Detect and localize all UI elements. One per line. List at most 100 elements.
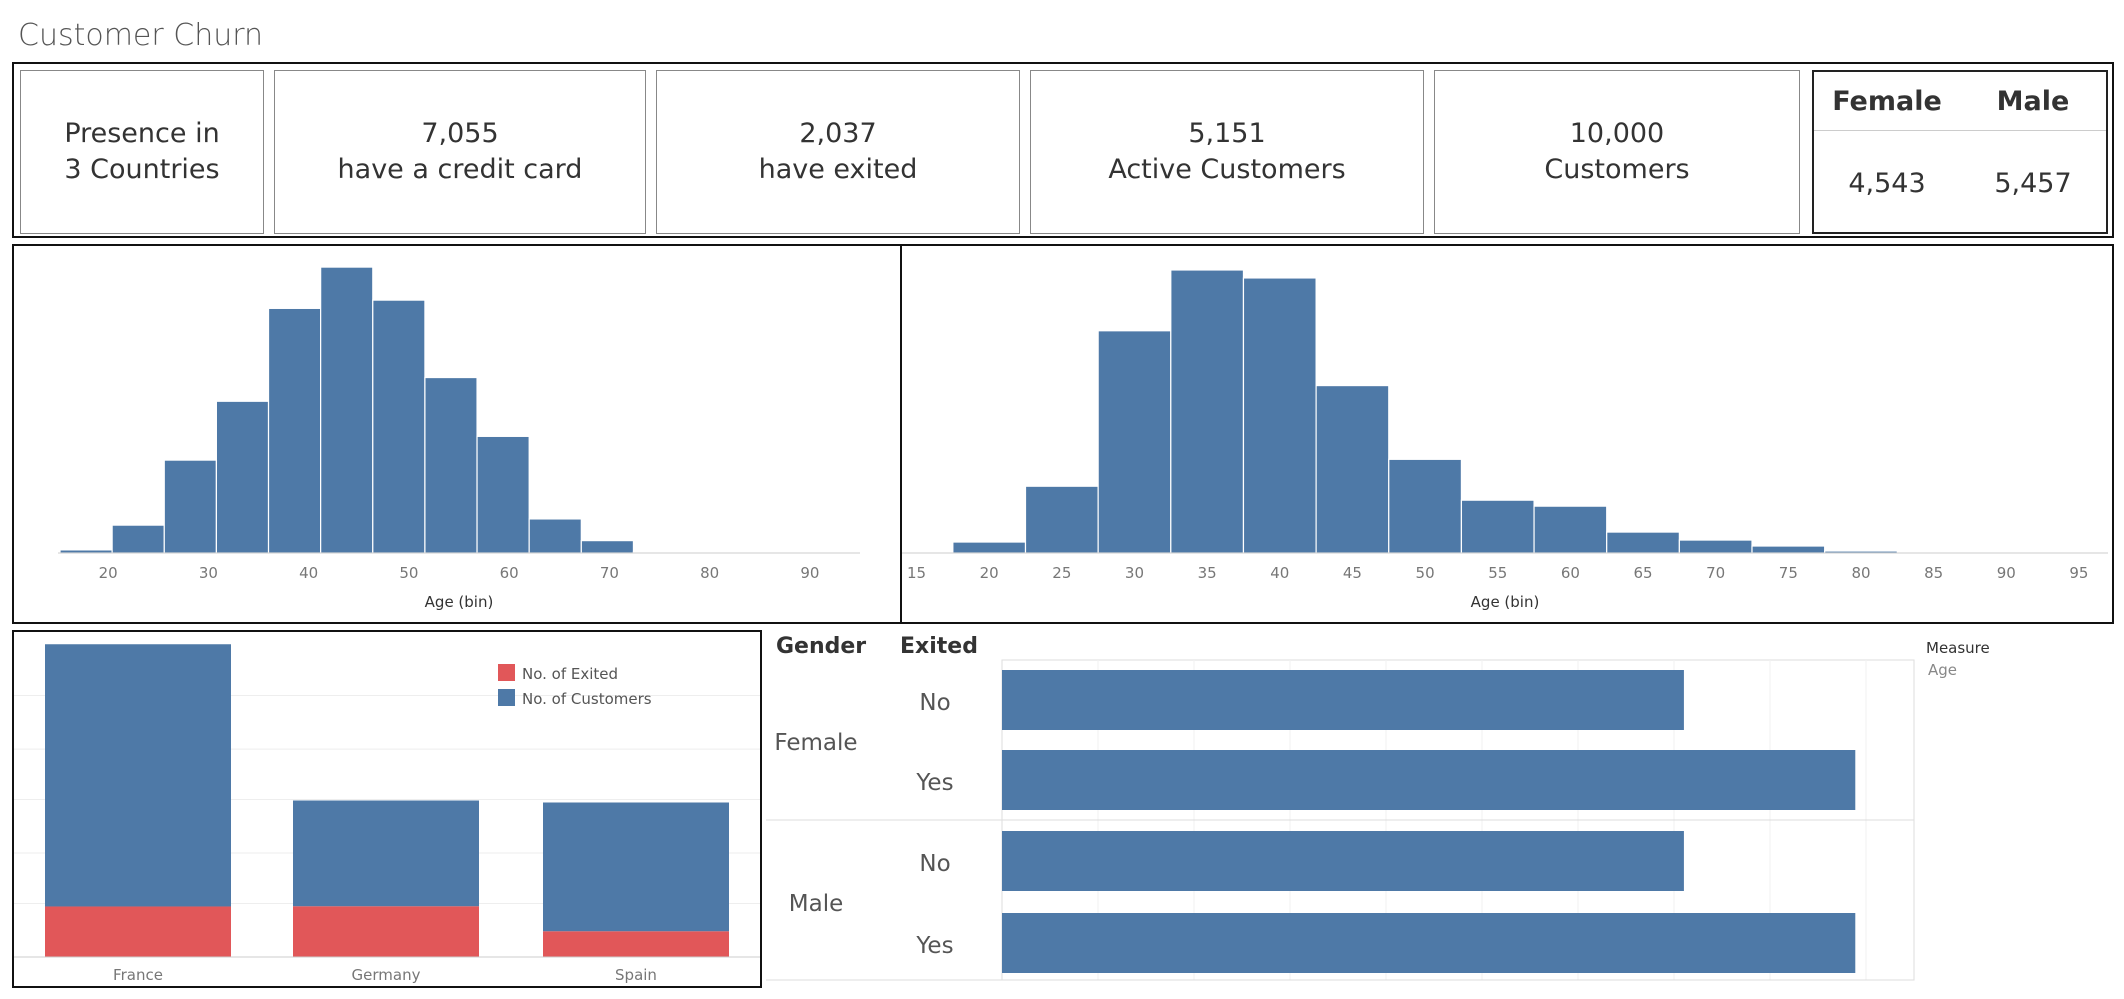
left-histogram-tick-label: 60 [500, 564, 519, 582]
right-histogram-tick-label: 30 [1125, 564, 1144, 582]
left-histogram-bar [215, 400, 270, 554]
right-histogram-tick-label: 85 [1924, 564, 1943, 582]
gender-value-male: 5,457 [1994, 168, 2072, 199]
exited-bar [293, 906, 479, 957]
gender-label-female: Female [774, 730, 857, 756]
legend-exited-swatch [498, 664, 515, 681]
country-label: France [113, 966, 163, 984]
kpi-active-value: 5,151 [1188, 118, 1266, 149]
legend-title: Measure [1926, 639, 1990, 657]
left-histogram-tick-label: 30 [199, 564, 218, 582]
age-histogram-right: 15 20 25 30 35 40 45 50 55 60 65 70 75 80 85 90 95 Age (b… [902, 269, 2108, 611]
kpi-exited-label: have exited [758, 154, 918, 185]
right-histogram-tick-label: 80 [1851, 564, 1870, 582]
exited-bar [45, 906, 231, 957]
right-histogram-bar [1315, 384, 1390, 554]
kpi-exited: 2,037 have exited [656, 70, 1020, 234]
exited-label: Yes [915, 770, 953, 796]
right-histogram-tick-label: 20 [980, 564, 999, 582]
gender-table: Female Male 4,543 5,457 [1812, 70, 2108, 234]
left-histogram-tick-label: 90 [800, 564, 819, 582]
right-histogram-bar [1388, 458, 1463, 554]
age-bar [1002, 913, 1856, 973]
right-histogram-bar [952, 541, 1027, 554]
left-histogram-bar [580, 540, 635, 554]
right-histogram-tick-label: 50 [1416, 564, 1435, 582]
right-histogram-tick-label: 55 [1488, 564, 1507, 582]
kpi-active-label: Active Customers [1108, 154, 1346, 185]
right-histogram-tick-label: 90 [1997, 564, 2016, 582]
histogram-row: 20 30 40 50 60 70 80 90 Age (bin) 15 20 25 30 35 40 45… [12, 244, 2114, 624]
customers-bar [543, 802, 729, 932]
left-histogram-bar [372, 299, 426, 554]
kpi-credit-card-value: 7,055 [421, 118, 499, 149]
left-histogram-bar [267, 307, 322, 554]
left-histogram-tick-label: 70 [600, 564, 619, 582]
left-histogram-x-axis-title: Age (bin) [425, 593, 494, 611]
right-histogram-bar [1751, 545, 1826, 554]
right-histogram-bar [1024, 485, 1099, 554]
left-histogram-tick-label: 40 [299, 564, 318, 582]
customers-bar [45, 644, 231, 907]
customers-bar [293, 800, 479, 907]
right-histogram-bar [1097, 330, 1172, 554]
left-histogram-tick-label: 80 [700, 564, 719, 582]
row-header-gender: Gender [776, 634, 866, 659]
right-histogram-tick-label: 15 [907, 564, 926, 582]
right-histogram-bar [1242, 277, 1317, 554]
legend-item: Age [1928, 661, 1957, 679]
right-histogram-tick-label: 45 [1343, 564, 1362, 582]
left-histogram-bar [424, 376, 478, 554]
age-histogram-left: 20 30 40 50 60 70 80 90 Age (bin) [58, 266, 860, 611]
gender-header-female: Female [1832, 86, 1942, 117]
legend-exited-label: No. of Exited [522, 665, 618, 683]
legend-customers-label: No. of Customers [522, 690, 652, 708]
kpi-countries: Presence in 3 Countries [20, 70, 264, 234]
right-histogram-tick-label: 25 [1052, 564, 1071, 582]
kpi-customers-label: Customers [1544, 154, 1690, 185]
right-histogram-bar [1170, 269, 1245, 554]
right-histogram-tick-label: 75 [1779, 564, 1798, 582]
left-histogram-bar [111, 524, 165, 554]
country-label: Spain [615, 966, 657, 984]
country-chart-panel: France Germany Spain No. of Exited No. of Cu… [12, 630, 762, 988]
gender-header-male: Male [1996, 86, 2070, 117]
legend-customers-swatch [498, 689, 515, 706]
right-histogram-tick-label: 65 [1633, 564, 1652, 582]
country-label: Germany [352, 966, 421, 984]
age-bar [1002, 831, 1684, 891]
left-histogram-bar [528, 518, 582, 554]
gender-value-female: 4,543 [1848, 168, 1926, 199]
kpi-countries-line1: Presence in [64, 118, 220, 149]
country-stacked-bar-chart: France Germany Spain No. of Exited No. of Cu… [14, 644, 760, 984]
gender-exited-bar-chart: Gender Exited No Yes No Yes Female Male Measure A… [766, 634, 1990, 981]
kpi-active: 5,151 Active Customers [1030, 70, 1424, 234]
kpi-customers-value: 10,000 [1569, 118, 1665, 149]
kpi-exited-value: 2,037 [799, 118, 877, 149]
right-histogram-tick-label: 60 [1561, 564, 1580, 582]
right-histogram-bar [1533, 505, 1608, 554]
left-histogram-bar [320, 266, 374, 554]
kpi-credit-card: 7,055 have a credit card [274, 70, 646, 234]
left-histogram-tick-label: 50 [399, 564, 418, 582]
histogram-divider [900, 246, 902, 622]
right-histogram-bar [1460, 499, 1535, 554]
exited-label: No [919, 851, 950, 877]
left-histogram-tick-label: 20 [99, 564, 118, 582]
kpi-credit-card-label: have a credit card [337, 154, 583, 185]
right-histogram-x-axis-title: Age (bin) [1471, 593, 1540, 611]
gender-label-male: Male [789, 891, 843, 917]
right-histogram-tick-label: 40 [1270, 564, 1289, 582]
kpi-countries-line2: 3 Countries [64, 154, 220, 185]
right-histogram-tick-label: 35 [1198, 564, 1217, 582]
age-bar [1002, 750, 1856, 810]
exited-bar [543, 931, 729, 957]
gender-exited-panel: Gender Exited No Yes No Yes Female Male Measure A… [766, 630, 2116, 988]
left-histogram-bar [163, 459, 217, 554]
right-histogram-tick-label: 95 [2069, 564, 2088, 582]
row-header-exited: Exited [900, 634, 978, 659]
dashboard-title: Customer Churn [18, 18, 264, 53]
right-histogram-tick-label: 70 [1706, 564, 1725, 582]
right-histogram-bar [1606, 531, 1680, 554]
gender-table-divider [1814, 130, 2106, 131]
